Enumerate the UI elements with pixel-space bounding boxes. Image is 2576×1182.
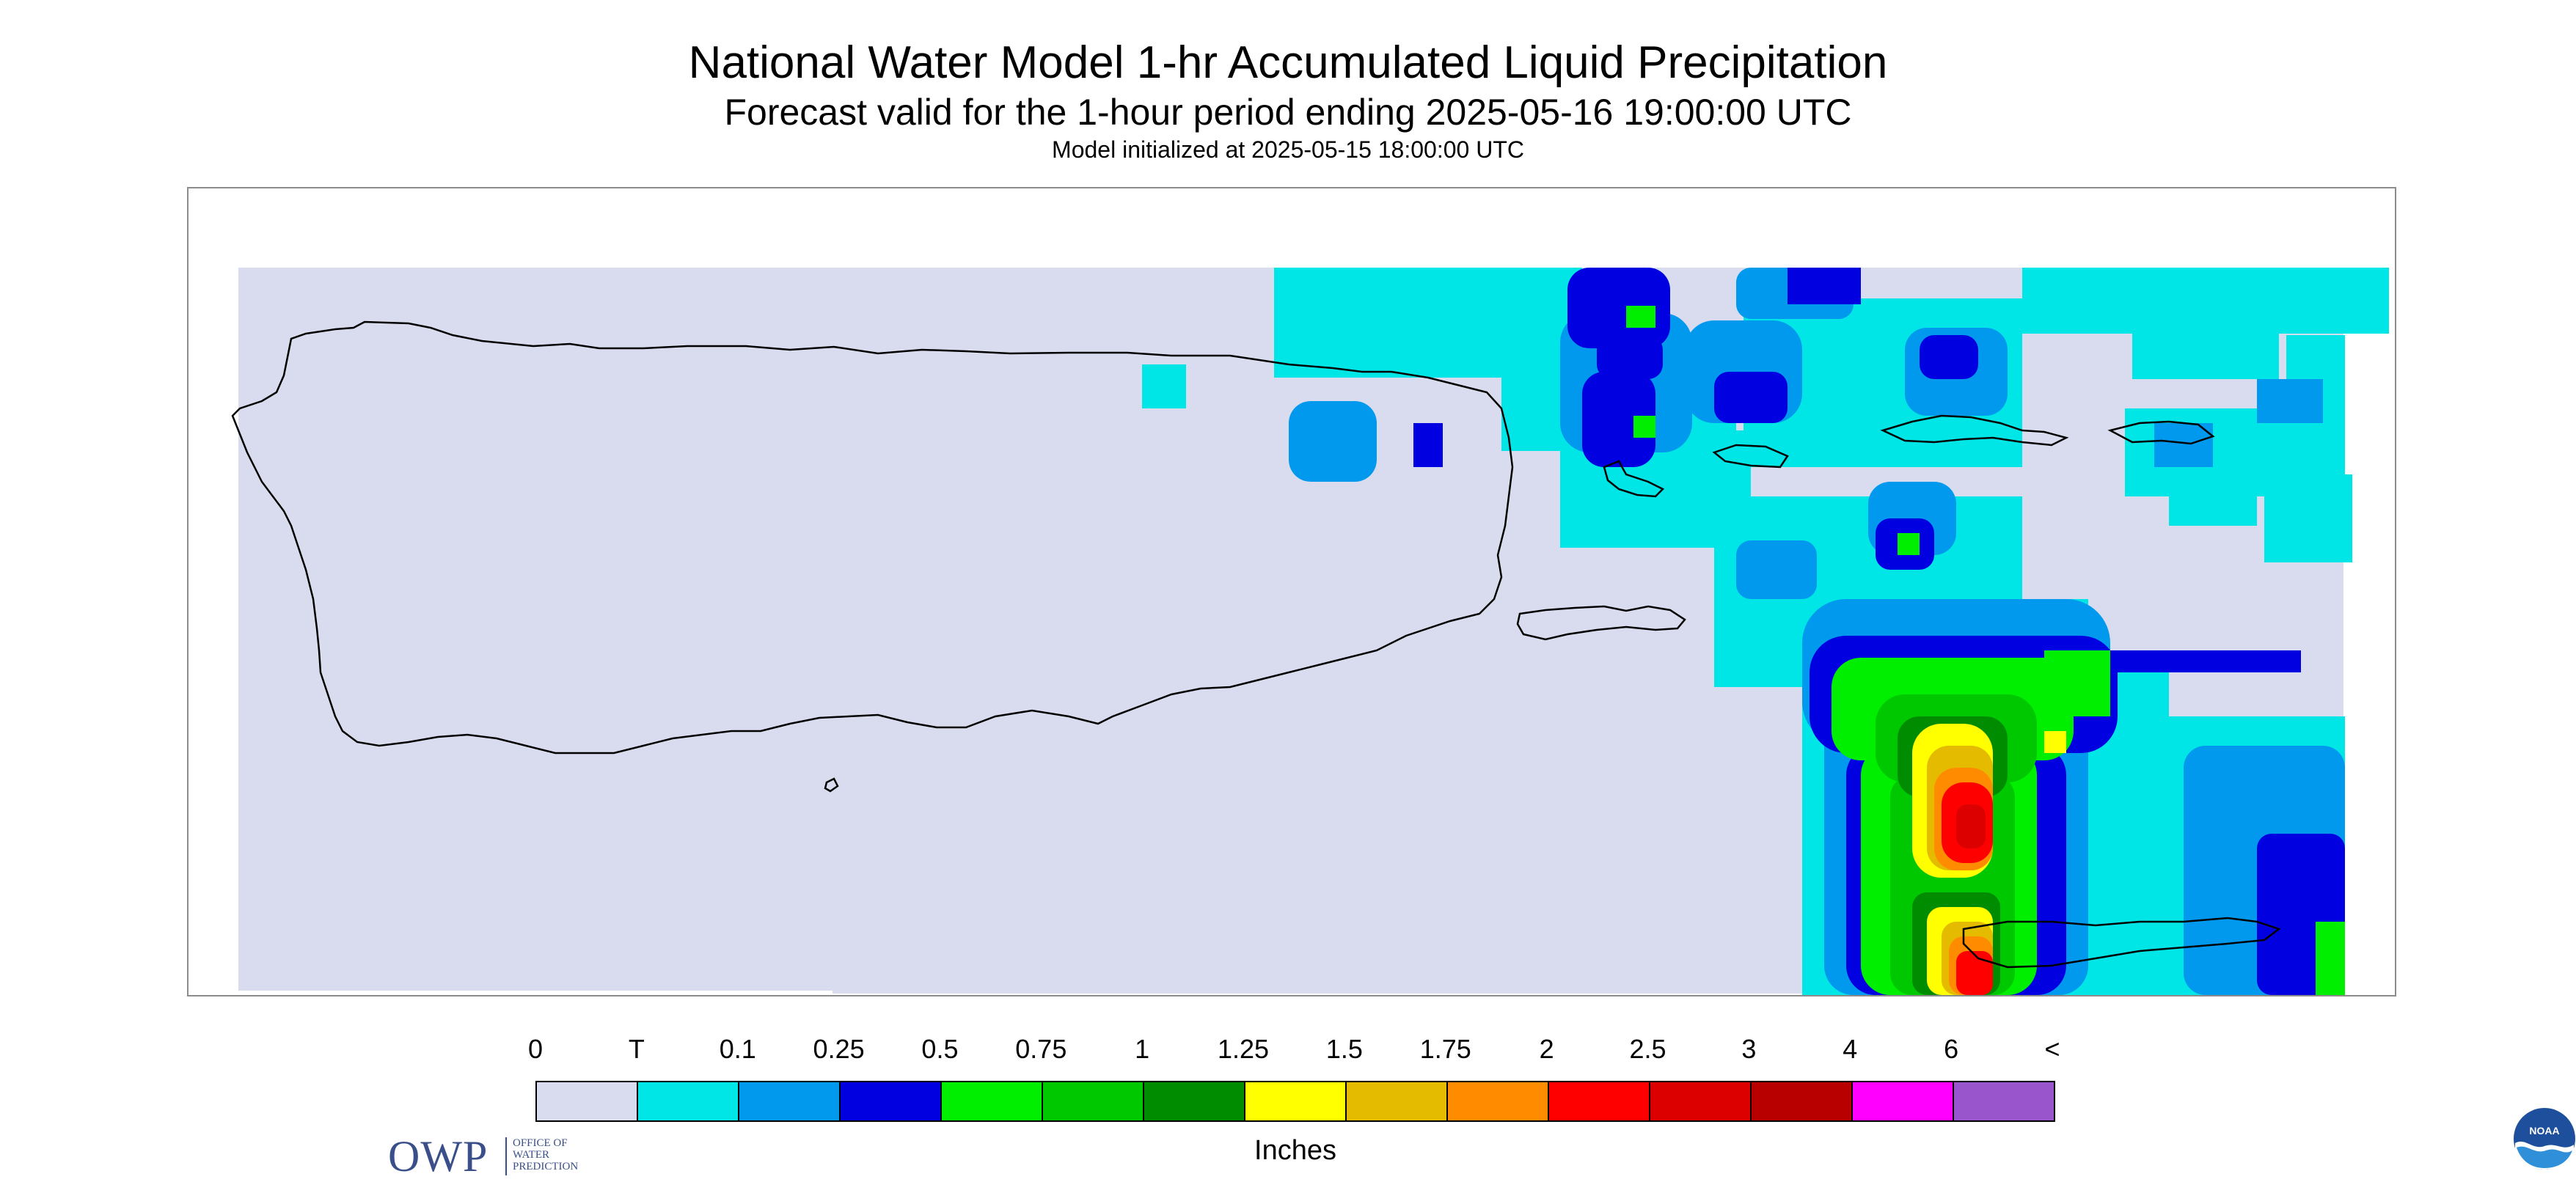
coastline <box>231 320 2281 969</box>
legend-tick-label: 1.5 <box>1325 1034 1363 1064</box>
map-frame: OWP OFFICE OF WATER PREDICTION NOAA <box>187 187 2576 1181</box>
owp-logo-line: PREDICTION <box>513 1161 579 1172</box>
chart-subtitle: Forecast valid for the 1-hour period end… <box>724 92 1852 133</box>
bvi-coastline <box>1880 414 2069 447</box>
st-croix-coastline <box>1962 917 2281 969</box>
legend-units: Inches <box>1254 1135 1336 1166</box>
legend-tick-label: 0.25 <box>813 1034 865 1064</box>
owp-logo-text: OWP <box>388 1132 489 1181</box>
legend-tick-label: 1.75 <box>1419 1034 1471 1064</box>
crimson-precip-area <box>1956 804 1986 848</box>
legend-tick-label: 0.1 <box>719 1034 756 1064</box>
legend-swatch <box>942 1082 1043 1120</box>
legend-tick-label: 3 <box>1741 1034 1757 1064</box>
legend-tick-label: 0.5 <box>921 1034 959 1064</box>
legend-swatch <box>1245 1082 1347 1120</box>
legend-tick-label: T <box>628 1034 645 1064</box>
mona-island-coastline <box>824 777 839 793</box>
legend-swatch <box>1043 1082 1144 1120</box>
legend-tick-label: 0 <box>527 1034 544 1064</box>
legend-swatch <box>841 1082 942 1120</box>
owp-logo: OWP OFFICE OF WATER PREDICTION <box>388 1130 623 1181</box>
legend-swatch <box>739 1082 841 1120</box>
domain-gap <box>238 991 833 995</box>
legend-color-bar <box>535 1081 2055 1122</box>
legend-swatch <box>1853 1082 1954 1120</box>
owp-logo-divider <box>505 1137 507 1175</box>
legend-tick-label: 6 <box>1944 1034 1959 1064</box>
precipitation-legend: 0 T 0.1 0.25 0.5 0.75 1 1.25 1.5 1.75 2 2.5 3 4 6 < Inc… <box>528 1034 2060 1181</box>
legend-swatch <box>1752 1082 1853 1120</box>
legend-tick-label: 4 <box>1843 1034 1858 1064</box>
puerto-rico-coastline <box>231 320 1514 755</box>
legend-swatch <box>1144 1082 1245 1120</box>
legend-tick-label: < <box>2044 1034 2060 1064</box>
legend-swatch <box>1650 1082 1752 1120</box>
vieques-coastline <box>1516 605 1686 641</box>
culebra-coastline <box>1603 460 1665 498</box>
virgin-gorda-coastline <box>2107 420 2215 445</box>
noaa-logo-text: NOAA <box>2529 1125 2559 1137</box>
legend-swatch <box>1549 1082 1650 1120</box>
legend-tick-label: 2 <box>1539 1034 1554 1064</box>
noaa-logo: NOAA <box>2511 1106 2576 1172</box>
legend-swatch <box>1954 1082 2054 1120</box>
model-init-time: Model initialized at 2025-05-15 18:00:00… <box>1052 136 1524 163</box>
legend-swatch <box>638 1082 739 1120</box>
legend-swatch <box>1347 1082 1448 1120</box>
legend-tick-label: 2.5 <box>1629 1034 1666 1064</box>
st-thomas-coastline <box>1712 444 1789 469</box>
legend-tick-label: 1.25 <box>1218 1034 1270 1064</box>
legend-tick-label: 1 <box>1135 1034 1150 1064</box>
legend-swatch <box>1448 1082 1549 1120</box>
legend-swatch <box>537 1082 638 1120</box>
owp-logo-subtext: OFFICE OF WATER PREDICTION <box>513 1137 578 1172</box>
owp-logo-line: OFFICE OF <box>513 1137 568 1149</box>
precipitation-map <box>231 268 2389 995</box>
chart-title: National Water Model 1-hr Accumulated Li… <box>688 37 1888 88</box>
legend-tick-label: 0.75 <box>1015 1034 1067 1064</box>
owp-logo-line: WATER <box>513 1149 549 1161</box>
